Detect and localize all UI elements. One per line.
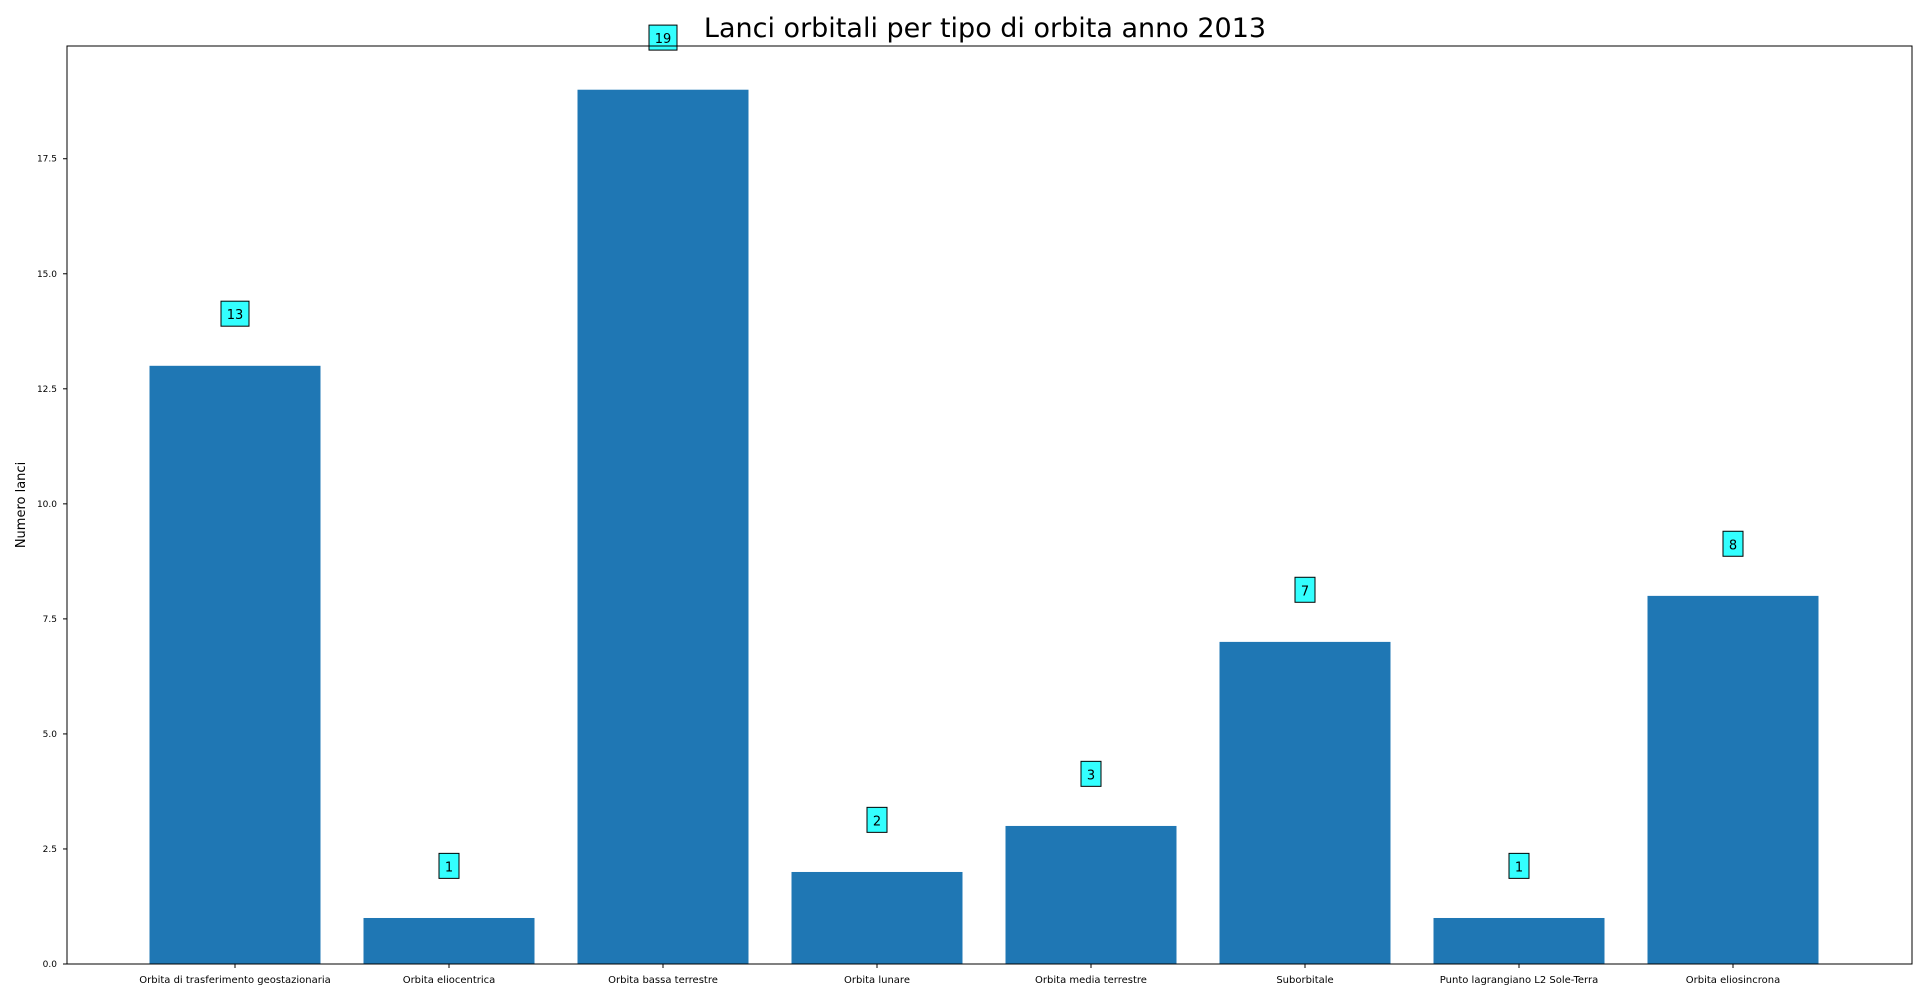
- x-tick-label: Orbita lunare: [844, 975, 910, 986]
- data-label-box: [220, 300, 250, 327]
- bar: [1005, 825, 1177, 964]
- y-tick-label: 2.5: [43, 845, 57, 855]
- bar: [363, 917, 535, 964]
- bar: [791, 871, 963, 964]
- data-label-box: [1294, 576, 1316, 603]
- chart-title: Lanci orbitali per tipo di orbita anno 2…: [704, 13, 1266, 44]
- y-tick-label: 5.0: [43, 730, 58, 740]
- data-label-text: 19: [655, 32, 672, 47]
- y-tick-label: 10.0: [37, 500, 57, 510]
- x-tick-label: Orbita bassa terrestre: [608, 975, 718, 986]
- data-label-text: 2: [873, 814, 881, 829]
- bar: [577, 89, 749, 964]
- y-tick-label: 0.0: [43, 960, 58, 970]
- data-label: 3: [1080, 760, 1102, 787]
- data-label: 13: [220, 300, 250, 327]
- data-label: 7: [1294, 576, 1316, 603]
- data-label-box: [1722, 530, 1744, 557]
- x-tick-label: Suborbitale: [1276, 975, 1333, 986]
- x-tick-label: Orbita eliosincrona: [1686, 975, 1780, 986]
- data-label-box: [438, 852, 460, 879]
- plot-frame: [66, 45, 1913, 965]
- data-label-box: [866, 806, 888, 833]
- y-axis-label: Numero lanci: [14, 462, 29, 548]
- data-label-text: 3: [1087, 768, 1095, 783]
- x-tick-label: Orbita eliocentrica: [403, 975, 496, 986]
- x-axis: Orbita di trasferimento geostazionaria Or…: [139, 964, 1780, 986]
- data-label-text: 1: [1515, 860, 1523, 875]
- y-tick-label: 12.5: [37, 385, 57, 395]
- data-label: 2: [866, 806, 888, 833]
- x-tick-label: Orbita media terrestre: [1035, 975, 1147, 986]
- data-label-text: 1: [445, 860, 453, 875]
- data-label-text: 7: [1301, 584, 1309, 599]
- data-label: 8: [1722, 530, 1744, 557]
- data-label: 1: [1508, 852, 1530, 879]
- y-tick-label: 15.0: [37, 270, 57, 280]
- x-tick-label: Orbita di trasferimento geostazionaria: [139, 975, 331, 986]
- data-labels-layer: 13 1 19 2 3 7 1 8: [220, 24, 1744, 879]
- data-label-text: 13: [227, 308, 244, 323]
- y-tick-label: 7.5: [43, 615, 57, 625]
- bar: [1433, 917, 1605, 964]
- bar: [1647, 595, 1819, 964]
- x-tick-label: Punto lagrangiano L2 Sole-Terra: [1440, 975, 1598, 986]
- data-label-box: [1080, 760, 1102, 787]
- data-label-box: [1508, 852, 1530, 879]
- bar: [1219, 641, 1391, 964]
- bars-layer: [149, 89, 1819, 964]
- bar: [149, 365, 321, 964]
- data-label: 1: [438, 852, 460, 879]
- y-tick-label: 17.5: [37, 155, 57, 165]
- data-label-text: 8: [1729, 538, 1737, 553]
- y-axis: 0.0 2.5 5.0 7.5 10.0 12.5 15.0 17.5: [37, 155, 67, 970]
